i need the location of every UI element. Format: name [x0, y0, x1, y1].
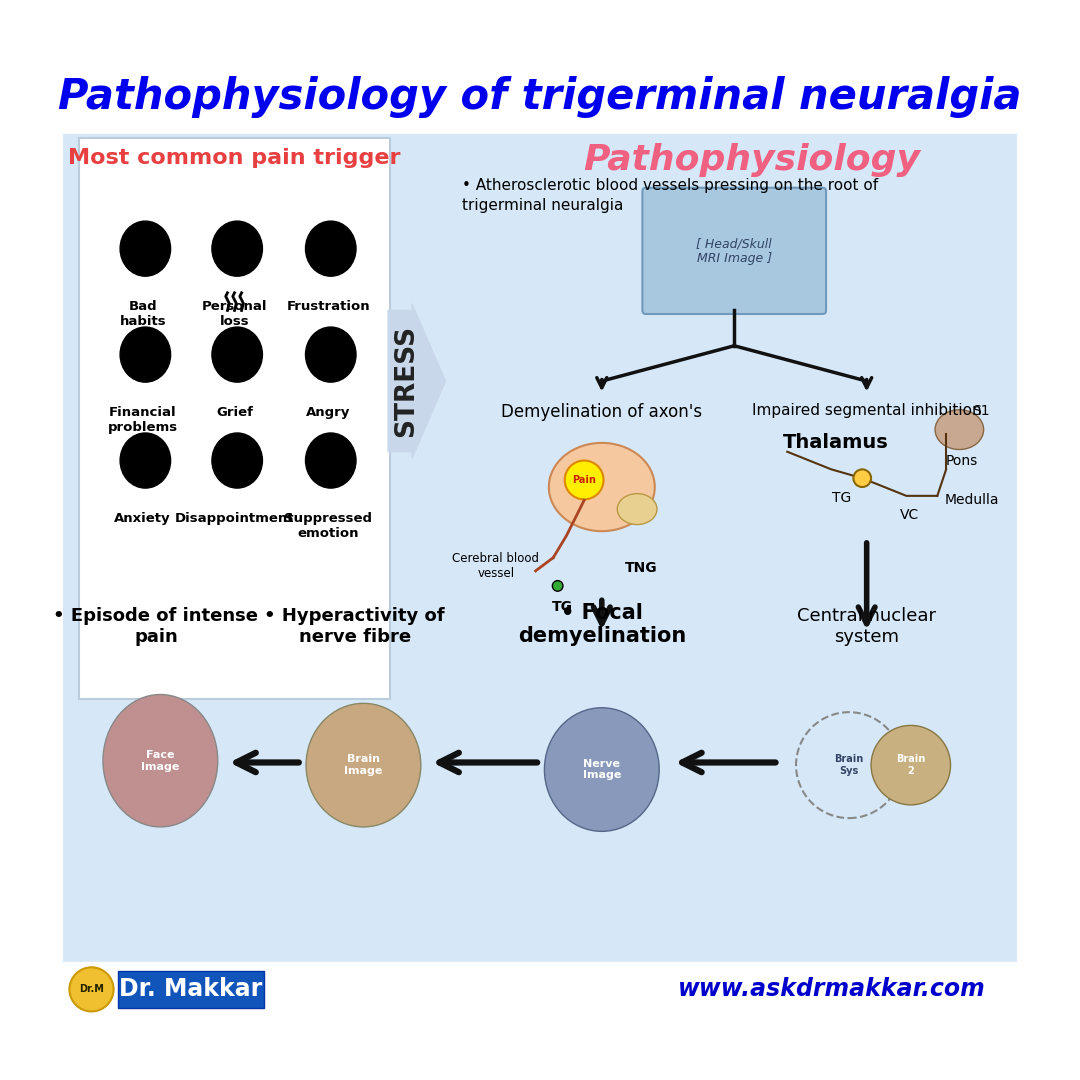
- Text: Suppressed
emotion: Suppressed emotion: [284, 512, 373, 540]
- Ellipse shape: [306, 327, 356, 382]
- Circle shape: [565, 460, 604, 499]
- Text: [ Head/Skull
MRI Image ]: [ Head/Skull MRI Image ]: [697, 238, 772, 266]
- Bar: [64, 64, 1016, 134]
- Text: Central nuclear
system: Central nuclear system: [797, 607, 936, 646]
- Text: Grief: Grief: [216, 406, 253, 419]
- Text: Cerebral blood
vessel: Cerebral blood vessel: [453, 553, 539, 580]
- Ellipse shape: [120, 327, 171, 382]
- Ellipse shape: [549, 443, 654, 531]
- Text: Anxiety: Anxiety: [114, 512, 171, 525]
- Ellipse shape: [212, 327, 262, 382]
- Text: Dr. Makkar: Dr. Makkar: [119, 977, 262, 1001]
- FancyBboxPatch shape: [118, 971, 264, 1008]
- Bar: [64, 962, 1016, 1016]
- Text: Brain
Sys: Brain Sys: [835, 754, 864, 775]
- Ellipse shape: [120, 433, 171, 488]
- Ellipse shape: [212, 433, 262, 488]
- FancyArrow shape: [388, 303, 446, 458]
- Ellipse shape: [120, 221, 171, 276]
- Text: Face
Image: Face Image: [141, 750, 179, 771]
- Ellipse shape: [306, 221, 356, 276]
- Ellipse shape: [306, 703, 421, 827]
- Ellipse shape: [103, 694, 218, 827]
- Circle shape: [69, 968, 113, 1012]
- Circle shape: [872, 726, 950, 805]
- FancyBboxPatch shape: [643, 188, 826, 314]
- Text: Personal
loss: Personal loss: [202, 300, 267, 328]
- Text: Pons: Pons: [946, 454, 978, 468]
- Text: VC: VC: [900, 509, 919, 523]
- Text: Financial
problems: Financial problems: [108, 406, 178, 434]
- FancyBboxPatch shape: [79, 138, 390, 699]
- Text: Demyelination of axon's: Demyelination of axon's: [501, 403, 702, 421]
- Text: • Focal
demyelination: • Focal demyelination: [517, 603, 686, 646]
- Circle shape: [853, 470, 872, 487]
- Ellipse shape: [212, 221, 262, 276]
- Text: • Episode of intense
pain: • Episode of intense pain: [53, 607, 258, 646]
- Text: STRESS: STRESS: [393, 325, 419, 437]
- Text: Most common pain trigger: Most common pain trigger: [68, 148, 401, 167]
- Text: Dr.M: Dr.M: [79, 984, 104, 995]
- Ellipse shape: [544, 707, 659, 832]
- Ellipse shape: [935, 409, 984, 449]
- Text: Nerve
Image: Nerve Image: [582, 759, 621, 781]
- Text: Medulla: Medulla: [944, 494, 999, 508]
- Text: www.askdrmakkar.com: www.askdrmakkar.com: [677, 977, 985, 1001]
- Text: Brain
Image: Brain Image: [345, 754, 382, 775]
- Text: Pain: Pain: [572, 475, 596, 485]
- Ellipse shape: [306, 433, 356, 488]
- Text: Bad
habits: Bad habits: [120, 300, 166, 328]
- Bar: [64, 134, 1016, 962]
- Text: Impaired segmental inhibition: Impaired segmental inhibition: [752, 403, 982, 418]
- Text: Disappointment: Disappointment: [175, 512, 294, 525]
- Text: • Hyperactivity of
nerve fibre: • Hyperactivity of nerve fibre: [265, 607, 445, 646]
- Text: S1: S1: [973, 404, 990, 418]
- Text: Pathophysiology: Pathophysiology: [583, 144, 920, 177]
- Text: TG: TG: [833, 490, 851, 504]
- Text: Frustration: Frustration: [286, 300, 370, 313]
- Text: Brain
2: Brain 2: [896, 754, 926, 775]
- Text: Pathophysiology of trigerminal neuralgia: Pathophysiology of trigerminal neuralgia: [58, 76, 1022, 118]
- Text: Thalamus: Thalamus: [783, 433, 889, 453]
- Text: TNG: TNG: [625, 562, 658, 576]
- Circle shape: [552, 581, 563, 591]
- Text: Angry: Angry: [306, 406, 350, 419]
- Ellipse shape: [618, 494, 657, 525]
- Text: • Atherosclerotic blood vessels pressing on the root of
trigerminal neuralgia: • Atherosclerotic blood vessels pressing…: [462, 178, 878, 213]
- Text: TG: TG: [552, 600, 572, 615]
